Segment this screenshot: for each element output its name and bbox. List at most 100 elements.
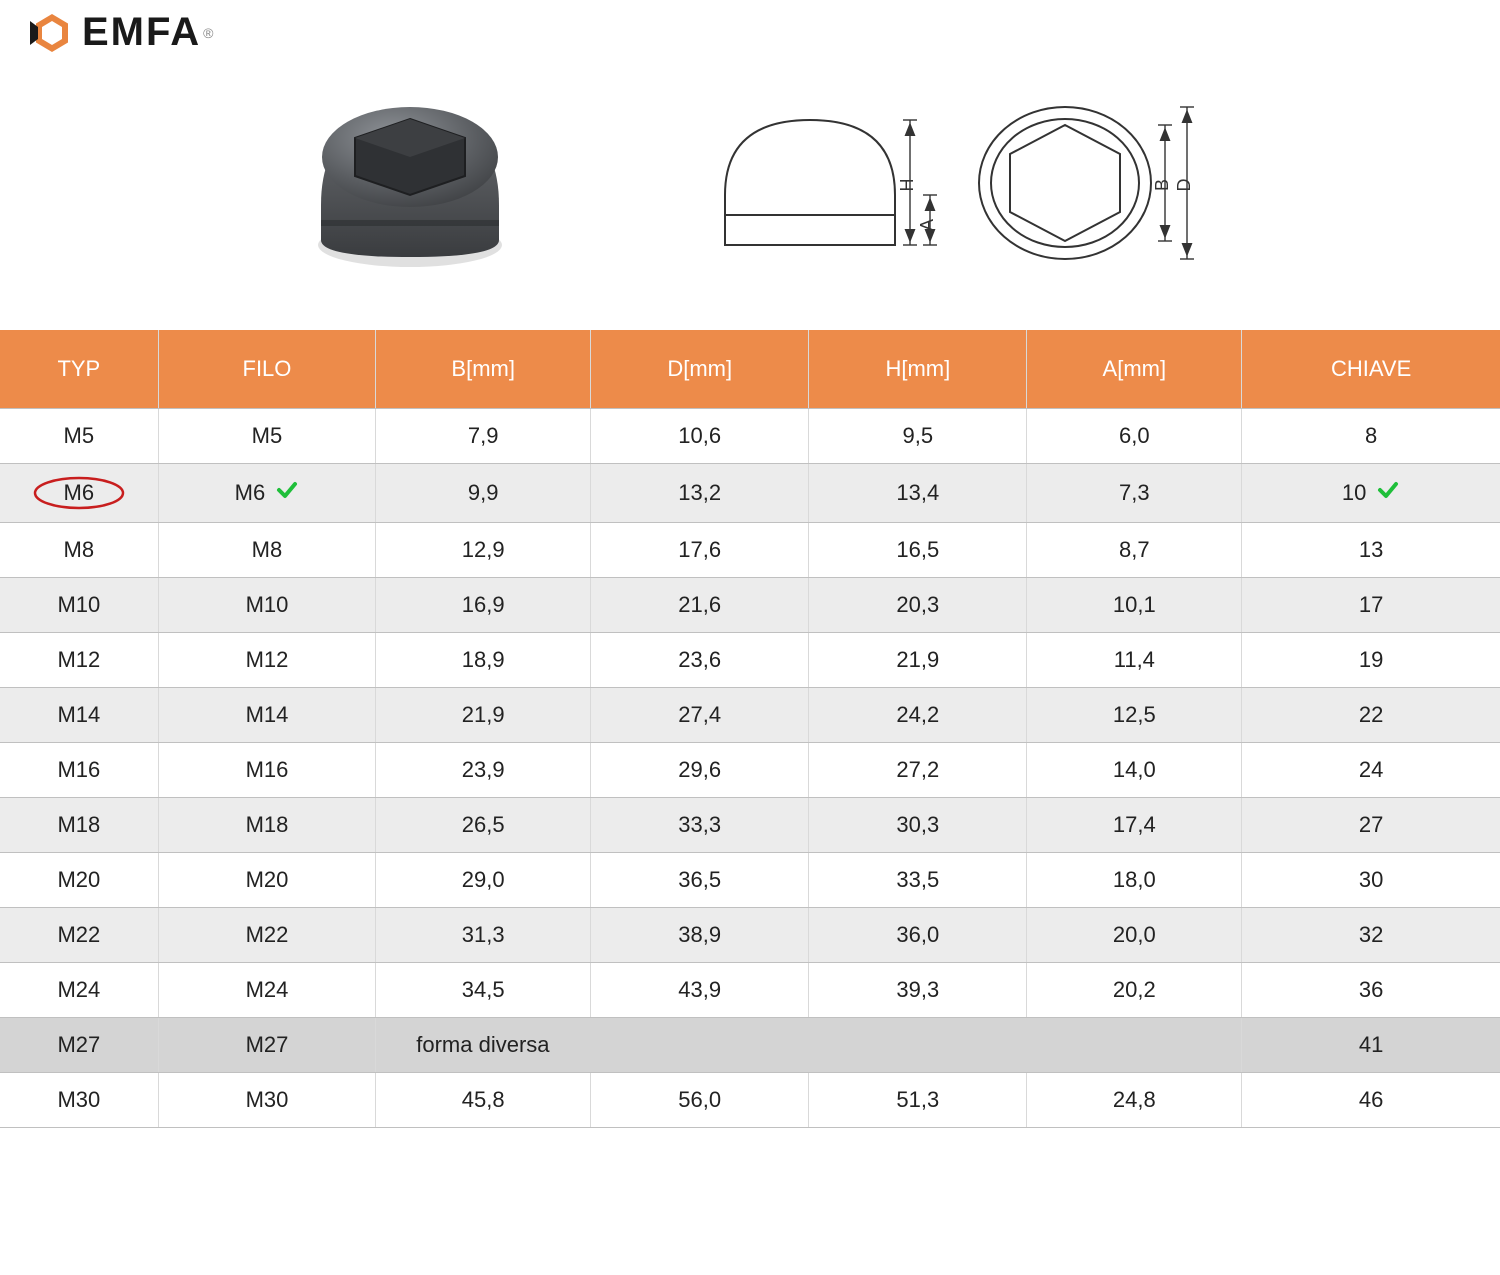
cell-filo: M10: [158, 578, 376, 633]
cell-typ: M8: [0, 523, 158, 578]
cell-a: 14,0: [1027, 743, 1242, 798]
cell-h: 9,5: [809, 409, 1027, 464]
cell-chiave: 10: [1242, 464, 1500, 523]
col-b: B[mm]: [376, 330, 591, 409]
cell-d: 29,6: [591, 743, 809, 798]
cell-filo: M30: [158, 1073, 376, 1128]
cell-h: 13,4: [809, 464, 1027, 523]
cell-typ: M16: [0, 743, 158, 798]
cell-typ: M24: [0, 963, 158, 1018]
cell-h: 33,5: [809, 853, 1027, 908]
check-icon: [1376, 478, 1400, 508]
logo-row: EMFA ®: [0, 0, 1500, 75]
table-row: M14M1421,927,424,212,522: [0, 688, 1500, 743]
cell-b: 7,9: [376, 409, 591, 464]
cell-diverse: forma diversa: [376, 1018, 1242, 1073]
cell-d: 21,6: [591, 578, 809, 633]
table-row: M8M812,917,616,58,713: [0, 523, 1500, 578]
cell-b: 21,9: [376, 688, 591, 743]
table-row: M5M57,910,69,56,08: [0, 409, 1500, 464]
cell-d: 27,4: [591, 688, 809, 743]
cell-filo: M16: [158, 743, 376, 798]
cell-h: 30,3: [809, 798, 1027, 853]
cell-d: 43,9: [591, 963, 809, 1018]
cell-chiave: 24: [1242, 743, 1500, 798]
cell-typ: M27: [0, 1018, 158, 1073]
cell-a: 10,1: [1027, 578, 1242, 633]
cell-filo: M12: [158, 633, 376, 688]
cell-chiave: 27: [1242, 798, 1500, 853]
cell-d: 17,6: [591, 523, 809, 578]
cell-a: 17,4: [1027, 798, 1242, 853]
table-row: M16M1623,929,627,214,024: [0, 743, 1500, 798]
page: EMFA ®: [0, 0, 1500, 1128]
table-row: M6M69,913,213,47,310: [0, 464, 1500, 523]
table-row: M10M1016,921,620,310,117: [0, 578, 1500, 633]
table-row: M20M2029,036,533,518,030: [0, 853, 1500, 908]
cell-d: 23,6: [591, 633, 809, 688]
cell-h: 24,2: [809, 688, 1027, 743]
cell-chiave: 19: [1242, 633, 1500, 688]
table-row: M24M2434,543,939,320,236: [0, 963, 1500, 1018]
cell-chiave: 32: [1242, 908, 1500, 963]
cell-h: 36,0: [809, 908, 1027, 963]
cell-a: 6,0: [1027, 409, 1242, 464]
cell-typ: M18: [0, 798, 158, 853]
table-row: M30M3045,856,051,324,846: [0, 1073, 1500, 1128]
cell-a: 20,0: [1027, 908, 1242, 963]
col-chiave: CHIAVE: [1242, 330, 1500, 409]
cell-b: 29,0: [376, 853, 591, 908]
spec-table: TYP FILO B[mm] D[mm] H[mm] A[mm] CHIAVE …: [0, 330, 1500, 1128]
cell-b: 18,9: [376, 633, 591, 688]
cell-b: 12,9: [376, 523, 591, 578]
cell-a: 8,7: [1027, 523, 1242, 578]
cell-b: 34,5: [376, 963, 591, 1018]
cell-chiave: 41: [1242, 1018, 1500, 1073]
cell-a: 7,3: [1027, 464, 1242, 523]
dim-label-a: A: [917, 219, 937, 231]
cell-filo: M6: [158, 464, 376, 523]
cell-chiave: 30: [1242, 853, 1500, 908]
table-body: M5M57,910,69,56,08M6M69,913,213,47,310M8…: [0, 409, 1500, 1128]
cell-filo: M5: [158, 409, 376, 464]
product-render: [305, 85, 515, 280]
cell-h: 21,9: [809, 633, 1027, 688]
cell-filo: M24: [158, 963, 376, 1018]
cell-filo: M14: [158, 688, 376, 743]
cell-chiave: 36: [1242, 963, 1500, 1018]
cell-d: 13,2: [591, 464, 809, 523]
col-a: A[mm]: [1027, 330, 1242, 409]
col-d: D[mm]: [591, 330, 809, 409]
col-typ: TYP: [0, 330, 158, 409]
registered-icon: ®: [203, 25, 213, 41]
dim-label-h: H: [897, 179, 917, 192]
technical-diagram: H A B D: [695, 85, 1195, 280]
cell-d: 38,9: [591, 908, 809, 963]
cell-typ: M5: [0, 409, 158, 464]
cell-typ: M6: [0, 464, 158, 523]
cell-b: 23,9: [376, 743, 591, 798]
cell-typ: M20: [0, 853, 158, 908]
cell-d: 36,5: [591, 853, 809, 908]
table-row: M18M1826,533,330,317,427: [0, 798, 1500, 853]
cell-b: 31,3: [376, 908, 591, 963]
dim-label-b: B: [1152, 179, 1172, 191]
cell-filo: M8: [158, 523, 376, 578]
cell-h: 51,3: [809, 1073, 1027, 1128]
cell-b: 45,8: [376, 1073, 591, 1128]
cell-typ: M30: [0, 1073, 158, 1128]
table-header: TYP FILO B[mm] D[mm] H[mm] A[mm] CHIAVE: [0, 330, 1500, 409]
cell-typ: M22: [0, 908, 158, 963]
table-row: M27M27forma diversa41: [0, 1018, 1500, 1073]
cell-a: 20,2: [1027, 963, 1242, 1018]
table-row: M22M2231,338,936,020,032: [0, 908, 1500, 963]
logo-hex-icon: [30, 11, 74, 55]
cell-d: 33,3: [591, 798, 809, 853]
cell-h: 20,3: [809, 578, 1027, 633]
cell-chiave: 22: [1242, 688, 1500, 743]
table-row: M12M1218,923,621,911,419: [0, 633, 1500, 688]
cell-a: 18,0: [1027, 853, 1242, 908]
cell-h: 27,2: [809, 743, 1027, 798]
logo-text: EMFA: [82, 10, 201, 55]
cell-h: 16,5: [809, 523, 1027, 578]
